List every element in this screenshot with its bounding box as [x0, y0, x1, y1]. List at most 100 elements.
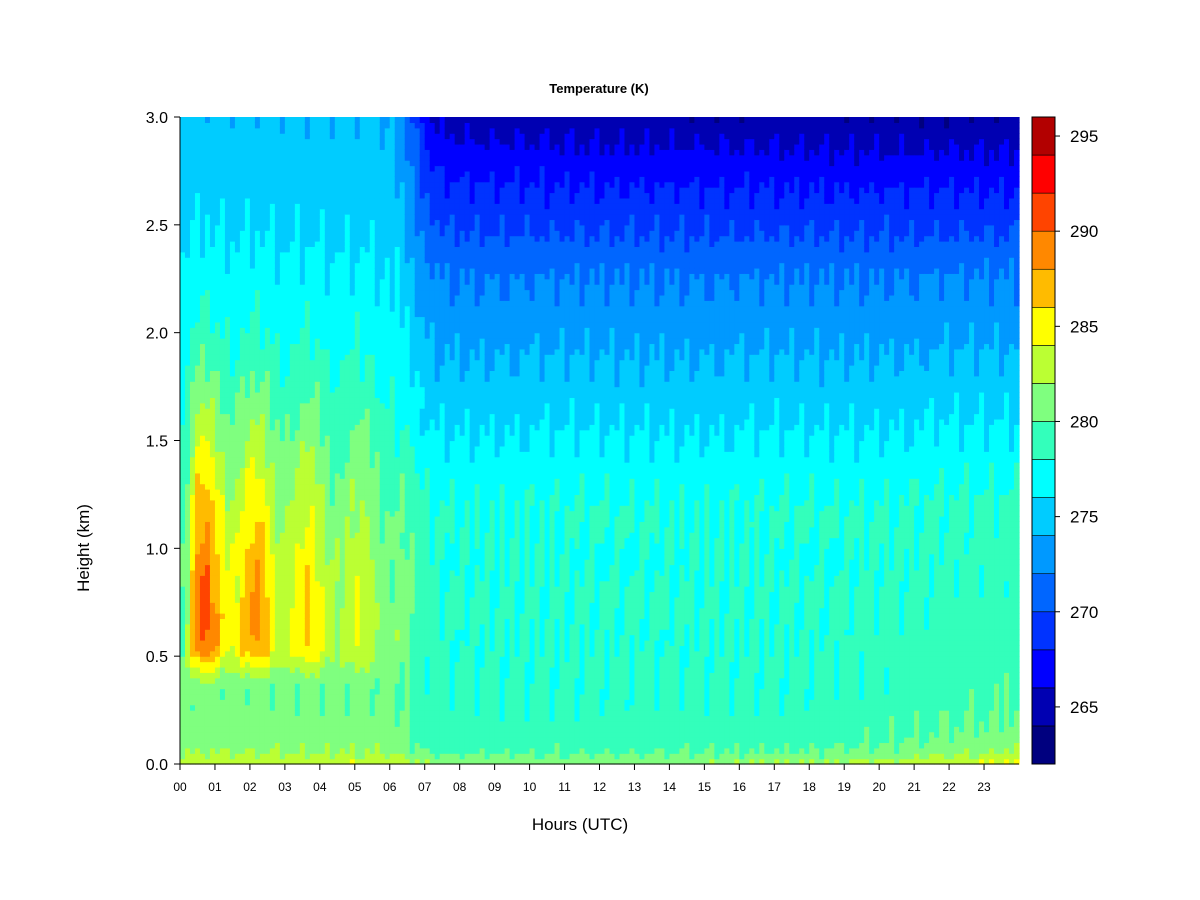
heatmap-cell — [199, 267, 206, 274]
heatmap-cell — [224, 726, 231, 733]
heatmap-cell — [249, 208, 256, 215]
heatmap-cell — [309, 483, 316, 490]
heatmap-cell — [269, 526, 276, 533]
heatmap-cell — [354, 289, 361, 296]
heatmap-cell — [334, 251, 341, 258]
heatmap-cell — [299, 650, 306, 657]
heatmap-cell — [219, 586, 226, 593]
heatmap-cell — [279, 693, 286, 700]
heatmap-cell — [304, 596, 311, 603]
heatmap-cell — [209, 720, 216, 727]
heatmap-cell — [254, 278, 261, 285]
heatmap-cell — [379, 214, 386, 221]
heatmap-cell — [299, 639, 306, 646]
heatmap-cell — [364, 672, 371, 679]
heatmap-cell — [199, 305, 206, 312]
heatmap-cell — [284, 241, 291, 247]
heatmap-cell — [369, 241, 376, 247]
heatmap-cell — [244, 143, 251, 150]
heatmap-cell — [349, 456, 356, 463]
heatmap-cell — [379, 537, 386, 544]
heatmap-cell — [354, 478, 361, 485]
heatmap-cell — [359, 515, 366, 522]
heatmap-cell — [379, 742, 386, 749]
heatmap-cell — [249, 311, 256, 318]
heatmap-cell — [214, 149, 221, 156]
heatmap-cell — [214, 251, 221, 258]
heatmap-cell — [349, 197, 356, 204]
heatmap-cell — [269, 359, 276, 366]
heatmap-cell — [199, 208, 206, 215]
heatmap-cell — [284, 683, 291, 690]
heatmap-cell — [324, 715, 331, 722]
heatmap-cell — [304, 187, 311, 194]
heatmap-cell — [244, 672, 251, 679]
heatmap-cell — [244, 688, 251, 695]
heatmap-cell — [384, 451, 391, 458]
heatmap-cell — [269, 548, 276, 555]
heatmap-cell — [379, 246, 386, 253]
heatmap-cell — [299, 435, 306, 442]
heatmap-cell — [374, 192, 381, 199]
heatmap-cell — [254, 402, 261, 409]
heatmap-cell — [219, 580, 226, 587]
heatmap-cell — [209, 596, 216, 603]
heatmap-cell — [239, 149, 246, 156]
heatmap-cell — [314, 553, 321, 560]
heatmap-cell — [379, 354, 386, 361]
heatmap-cell — [209, 677, 216, 684]
heatmap-cell — [259, 391, 266, 398]
heatmap-cell — [199, 494, 206, 501]
heatmap-cell — [374, 181, 381, 188]
heatmap-cell — [354, 284, 361, 291]
heatmap-cell — [364, 656, 371, 663]
heatmap-cell — [204, 316, 211, 323]
heatmap-cell — [309, 300, 316, 307]
heatmap-cell — [309, 693, 316, 700]
heatmap-cell — [309, 747, 316, 754]
heatmap-cell — [339, 656, 346, 663]
heatmap-cell — [194, 634, 201, 641]
heatmap-cell — [359, 413, 366, 420]
heatmap-cell — [180, 618, 186, 625]
heatmap-cell — [374, 359, 381, 366]
heatmap-cell — [384, 704, 391, 711]
heatmap-cell — [319, 359, 326, 366]
heatmap-cell — [204, 710, 211, 717]
heatmap-cell — [374, 208, 381, 215]
heatmap-cell — [309, 467, 316, 474]
heatmap-cell — [254, 208, 261, 215]
heatmap-cell — [229, 666, 236, 673]
heatmap-cell — [239, 618, 246, 625]
heatmap-cell — [279, 494, 286, 501]
heatmap-cell — [239, 510, 246, 517]
heatmap-cell — [184, 618, 191, 625]
heatmap-cell — [344, 715, 351, 722]
heatmap-cell — [304, 559, 311, 566]
heatmap-cell — [294, 629, 301, 636]
heatmap-cell — [229, 381, 236, 388]
heatmap-cell — [374, 569, 381, 576]
heatmap-cell — [289, 758, 296, 765]
heatmap-cell — [180, 165, 186, 172]
heatmap-cell — [304, 613, 311, 620]
heatmap-cell — [199, 294, 206, 301]
heatmap-cell — [249, 321, 256, 328]
heatmap-cell — [284, 575, 291, 582]
heatmap-cell — [229, 241, 236, 247]
heatmap-cell — [344, 499, 351, 506]
heatmap-cell — [269, 187, 276, 194]
heatmap-cell — [304, 715, 311, 722]
heatmap-cell — [224, 656, 231, 663]
heatmap-cell — [209, 160, 216, 167]
heatmap-cell — [349, 332, 356, 339]
heatmap-cell — [349, 580, 356, 587]
heatmap-cell — [199, 456, 206, 463]
heatmap-cell — [239, 639, 246, 646]
heatmap-cell — [344, 397, 351, 404]
heatmap-cell — [269, 246, 276, 253]
heatmap-cell — [199, 489, 206, 496]
heatmap-cell — [379, 143, 386, 150]
heatmap-cell — [379, 311, 386, 318]
heatmap-cell — [259, 683, 266, 690]
